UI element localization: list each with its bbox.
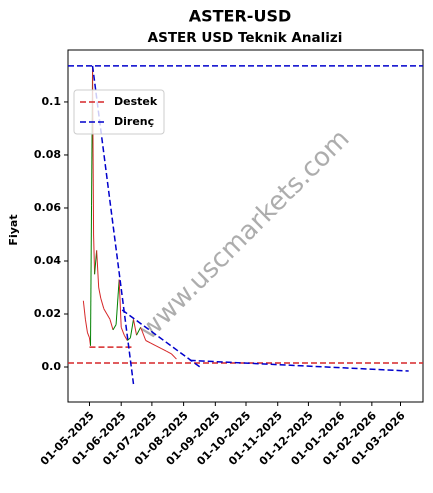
price-segment [136,327,142,336]
y-tick-label: 0.04 [34,254,61,267]
price-segment [115,279,120,325]
price-segment [140,327,147,341]
price-segment [106,313,111,320]
price-segment [118,279,122,328]
price-segment [93,234,96,275]
y-tick-label: 0.1 [42,95,62,108]
price-segment [160,348,167,352]
price-segment [127,337,131,341]
trend-line [121,309,201,368]
price-segment [132,319,138,336]
y-tick-label: 0.02 [34,307,61,320]
watermark: www.uscmarkets.com [134,124,356,346]
price-segment [109,319,114,331]
legend-label: Destek [114,95,158,108]
legend-label: Direnç [114,115,154,128]
y-tick-label: 0.06 [34,201,61,214]
price-segment [123,334,128,341]
chart-subtitle: ASTER USD Teknik Analizi [148,30,343,46]
price-segment [98,287,102,299]
price-segment [103,308,108,315]
price-segment [86,332,90,339]
x-tick-label: 01-05-2025 [38,409,97,468]
plot-frame [67,49,424,403]
price-segment [84,319,88,333]
price-segment [112,324,117,331]
price-segment [100,297,105,309]
price-segment [155,345,162,349]
y-tick-label: 0.0 [42,360,62,373]
price-segment [165,350,172,355]
y-tick-label: 0.08 [34,148,61,161]
price-segment [82,300,86,320]
legend-box [73,89,165,135]
chart-title: ASTER-USD [189,7,292,26]
price-segment [129,319,134,338]
y-axis-label: Fiyat [7,214,20,245]
price-segment [96,250,100,288]
price-segment [120,327,125,336]
price-segment [150,342,157,347]
trend-line [189,359,409,372]
price-segment [90,205,93,346]
price-segment [170,353,177,360]
price-segment [145,340,152,344]
price-segment [94,250,98,275]
